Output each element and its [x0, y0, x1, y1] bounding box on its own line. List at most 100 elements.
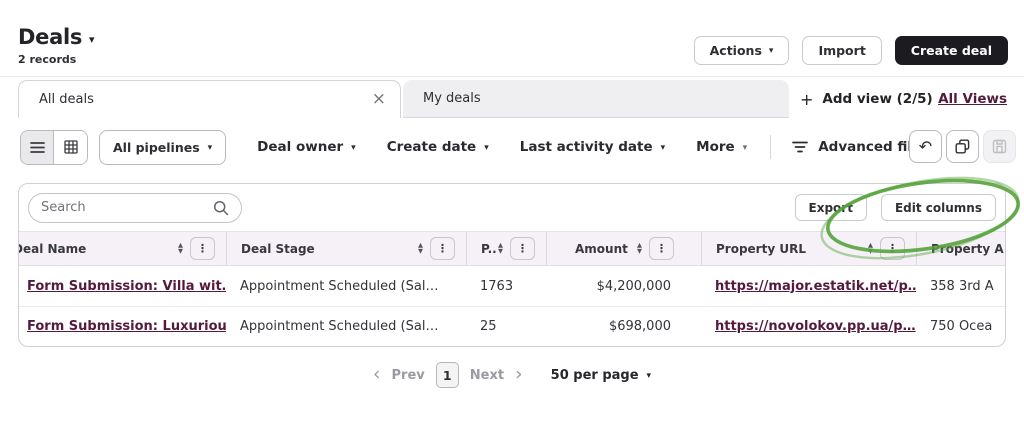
- deal-name-link[interactable]: Form Submission: Luxuriou…: [27, 319, 226, 334]
- property-address-cell: 358 3rd A: [930, 278, 994, 294]
- caret-down-icon: ▾: [484, 143, 489, 153]
- undo-button[interactable]: ↶: [909, 130, 942, 163]
- tab-my-deals[interactable]: My deals: [403, 80, 789, 118]
- column-label: P..: [481, 241, 497, 256]
- import-button-label: Import: [818, 43, 866, 58]
- list-view-button[interactable]: [21, 130, 54, 164]
- create-deal-button-label: Create deal: [910, 43, 992, 58]
- deals-table-card: Export Edit columns Deal Name ▲▼ ⋮ Deal …: [18, 183, 1006, 347]
- undo-icon: ↶: [918, 137, 933, 156]
- p-cell: 1763: [480, 278, 514, 294]
- pipelines-dropdown-label: All pipelines: [113, 139, 200, 155]
- column-header-deal-name[interactable]: Deal Name ▲ ▼ ⋮: [19, 232, 226, 265]
- edit-columns-button-label: Edit columns: [894, 200, 982, 215]
- sort-icon[interactable]: ▲ ▼: [637, 241, 642, 255]
- per-page-label: 50 per page: [550, 367, 639, 383]
- pagination: ‹ Prev 1 Next › 50 per page ▾: [0, 358, 1024, 392]
- search-box: [28, 192, 242, 223]
- more-filters-dropdown[interactable]: More ▾: [696, 139, 747, 155]
- edit-columns-button[interactable]: Edit columns: [880, 194, 996, 221]
- filter-bar: All pipelines ▾ Deal owner ▾ Create date…: [20, 129, 942, 165]
- view-toggle: [20, 129, 88, 165]
- table-action-icons: ↶: [909, 130, 1016, 163]
- plus-icon: +: [800, 89, 814, 109]
- page-number-button[interactable]: 1: [435, 362, 459, 388]
- column-header-deal-stage[interactable]: Deal Stage ▲ ▼ ⋮: [226, 232, 466, 265]
- column-menu-button[interactable]: ⋮: [190, 237, 215, 260]
- amount-cell: $4,200,000: [596, 278, 671, 294]
- export-button[interactable]: Export: [794, 194, 867, 221]
- export-button-label: Export: [808, 200, 853, 215]
- caret-down-icon: ▾: [742, 143, 748, 153]
- property-url-link[interactable]: https://novolokov.pp.ua/p…: [715, 319, 916, 334]
- property-address-cell: 750 Ocea: [930, 319, 993, 334]
- column-header-property-url[interactable]: Property URL ▲ ▼ ⋮: [701, 232, 916, 265]
- deal-stage-cell: Appointment Scheduled (Sal…: [240, 319, 439, 334]
- caret-down-icon: ▾: [207, 143, 213, 153]
- sort-icon[interactable]: ▲ ▼: [498, 241, 503, 255]
- caret-down-icon: ▾: [89, 32, 95, 46]
- deal-owner-filter[interactable]: Deal owner ▾: [257, 139, 356, 155]
- next-button[interactable]: Next: [469, 367, 505, 383]
- tab-all-deals[interactable]: All deals ×: [18, 80, 401, 118]
- actions-button[interactable]: Actions ▾: [693, 36, 790, 65]
- column-label: Amount: [575, 241, 628, 256]
- page-title-text: Deals: [18, 25, 83, 49]
- table-row[interactable]: Form Submission: Villa wit… Appointment …: [19, 266, 1005, 306]
- chevron-left-icon[interactable]: ‹: [372, 362, 381, 385]
- create-date-filter[interactable]: Create date ▾: [387, 139, 489, 155]
- all-views-link[interactable]: All Views: [938, 91, 1007, 107]
- deal-name-link[interactable]: Form Submission: Villa wit…: [27, 278, 226, 294]
- save-icon: [992, 139, 1007, 154]
- table-row[interactable]: Form Submission: Luxuriou… Appointment S…: [19, 306, 1005, 346]
- column-menu-button[interactable]: ⋮: [880, 237, 905, 260]
- caret-down-icon: ▾: [660, 143, 666, 153]
- column-label: Property URL: [716, 241, 806, 256]
- search-input[interactable]: [41, 200, 201, 215]
- add-view-button[interactable]: + Add view (2/5): [800, 80, 933, 118]
- per-page-dropdown[interactable]: 50 per page ▾: [551, 368, 651, 383]
- table-toolbar: Export Edit columns: [19, 184, 1005, 231]
- prev-button[interactable]: Prev: [391, 367, 425, 383]
- page-header: Deals ▾ 2 records: [18, 25, 95, 66]
- column-header-amount[interactable]: Amount ▲ ▼ ⋮: [546, 232, 701, 265]
- caret-down-icon: ▾: [646, 371, 652, 381]
- tab-all-deals-label: All deals: [39, 92, 94, 107]
- close-icon[interactable]: ×: [371, 89, 386, 109]
- page-title[interactable]: Deals ▾: [18, 25, 95, 49]
- chevron-right-icon[interactable]: ›: [515, 362, 523, 385]
- more-filters-label: More: [696, 139, 735, 155]
- column-menu-button[interactable]: ⋮: [510, 237, 535, 260]
- caret-down-icon: ▾: [768, 46, 774, 56]
- sort-icon[interactable]: ▲ ▼: [178, 241, 183, 255]
- create-date-filter-label: Create date: [386, 139, 477, 155]
- table-toolbar-right: Export Edit columns: [794, 194, 996, 221]
- header-divider: [0, 76, 1024, 77]
- filter-lines-icon: [792, 141, 809, 153]
- save-view-button: [983, 130, 1016, 163]
- clone-view-button[interactable]: [946, 130, 979, 163]
- board-view-button[interactable]: [54, 130, 87, 164]
- deal-stage-cell: Appointment Scheduled (Sal…: [240, 278, 439, 294]
- column-label: Deal Stage: [241, 241, 315, 256]
- column-header-property-address[interactable]: Property A: [916, 232, 1005, 265]
- sort-icon[interactable]: ▲ ▼: [418, 241, 423, 255]
- view-tabs: All deals × My deals: [18, 80, 789, 118]
- add-view-label: Add view (2/5): [822, 91, 933, 107]
- last-activity-date-filter[interactable]: Last activity date ▾: [520, 139, 665, 155]
- create-deal-button[interactable]: Create deal: [894, 36, 1008, 65]
- sort-icon[interactable]: ▲ ▼: [868, 241, 873, 255]
- column-menu-button[interactable]: ⋮: [649, 237, 674, 260]
- header-actions: Actions ▾ Import Create deal: [693, 36, 1008, 65]
- last-activity-date-filter-label: Last activity date: [519, 139, 653, 155]
- column-header-p[interactable]: P.. ▲ ▼ ⋮: [466, 232, 546, 265]
- tab-my-deals-label: My deals: [423, 91, 481, 106]
- records-count: 2 records: [18, 53, 77, 66]
- property-url-link[interactable]: https://major.estatik.net/p…: [715, 278, 916, 294]
- column-menu-button[interactable]: ⋮: [430, 237, 455, 260]
- table-header-row: Deal Name ▲ ▼ ⋮ Deal Stage ▲ ▼ ⋮ P.. ▲ ▼ ⋮ …: [19, 231, 1005, 266]
- pipelines-dropdown[interactable]: All pipelines ▾: [99, 129, 227, 165]
- copy-icon: [955, 139, 970, 154]
- filter-divider: [770, 135, 772, 159]
- import-button[interactable]: Import: [802, 36, 882, 65]
